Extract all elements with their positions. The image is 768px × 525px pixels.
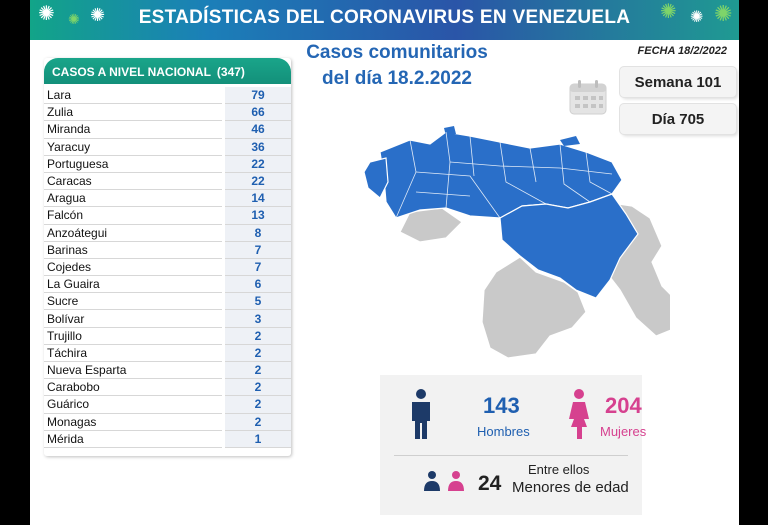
table-row: Guárico 2 (44, 396, 291, 414)
table-row: Carabobo 2 (44, 379, 291, 397)
men-label: Hombres (477, 424, 530, 439)
state-name: Aragua (44, 190, 222, 208)
case-count: 2 (225, 396, 291, 414)
table-row: Trujillo 2 (44, 327, 291, 345)
state-name: Nueva Esparta (44, 362, 222, 380)
case-count: 6 (225, 276, 291, 294)
children-icon (424, 471, 464, 491)
men-count: 143 (483, 393, 520, 418)
virus-icon: ✺ (690, 9, 704, 26)
case-count: 2 (225, 379, 291, 397)
case-count: 13 (225, 207, 291, 225)
state-name: La Guaira (44, 276, 222, 294)
women-label: Mujeres (600, 424, 647, 439)
case-count: 66 (225, 104, 291, 122)
case-count: 22 (225, 172, 291, 191)
subtitle-line2: del día 18.2.2022 (322, 68, 472, 89)
table-row: Zulia 66 (44, 104, 291, 122)
subtitle: Casos comunitarios del día 18.2.2022 (292, 40, 502, 92)
state-name: Lara (44, 87, 222, 105)
virus-icon: ✺ (714, 1, 733, 26)
table-row: Portuguesa 22 (44, 155, 291, 173)
table-row: Táchira 2 (44, 344, 291, 362)
case-count: 36 (225, 138, 291, 156)
case-count: 3 (225, 310, 291, 328)
table-row: Barinas 7 (44, 241, 291, 259)
table-total: (347) (216, 65, 245, 79)
table-row: Cojedes 7 (44, 258, 291, 277)
man-icon (412, 389, 430, 439)
state-name: Caracas (44, 173, 222, 191)
state-name: Mérida (44, 431, 222, 448)
table-row: La Guaira 6 (44, 276, 291, 294)
table-row: Monagas 2 (44, 413, 291, 431)
state-name: Zulia (44, 104, 222, 122)
case-count: 2 (225, 413, 291, 431)
state-name: Monagas (44, 414, 222, 431)
case-count: 5 (225, 293, 291, 311)
case-count: 22 (225, 155, 291, 173)
table-header: CASOS A NIVEL NACIONAL (347) (44, 58, 291, 84)
virus-icon: ✺ (68, 11, 80, 27)
state-name: Trujillo (44, 328, 222, 345)
calendar-icon (569, 80, 607, 115)
table-row: Falcón 13 (44, 207, 291, 225)
minors-label: Menores de edad (512, 479, 629, 496)
state-name: Sucre (44, 293, 222, 311)
case-count: 7 (225, 258, 291, 277)
demographics-panel: 143 Hombres 204 Mujeres Entre ellos 24 M… (380, 375, 646, 515)
woman-icon (569, 389, 589, 439)
divider (394, 455, 628, 456)
week-badge: Semana 101 (620, 67, 736, 97)
case-count: 8 (225, 224, 291, 242)
state-name: Yaracuy (44, 139, 222, 156)
case-count: 46 (225, 121, 291, 139)
day-badge: Día 705 (620, 104, 736, 134)
state-name: Portuguesa (44, 156, 222, 173)
case-count: 1 (225, 430, 291, 448)
cases-table: CASOS A NIVEL NACIONAL (347) Lara 79 Zulia… (44, 58, 291, 456)
subtitle-line1: Casos comunitarios (306, 42, 488, 63)
virus-icon: ✺ (38, 3, 55, 25)
table-heading: CASOS A NIVEL NACIONAL (52, 65, 211, 79)
table-row: Caracas 22 (44, 172, 291, 191)
table-row: Aragua 14 (44, 190, 291, 208)
header-banner: ✺ ✺ ✺ ESTADÍSTICAS DEL CORONAVIRUS EN VE… (30, 0, 739, 40)
among-label: Entre ellos (528, 462, 590, 477)
women-count: 204 (605, 393, 642, 418)
case-count: 14 (225, 190, 291, 208)
case-count: 79 (225, 87, 291, 105)
state-name: Bolívar (44, 310, 222, 328)
state-name: Táchira (44, 345, 222, 362)
case-count: 7 (225, 241, 291, 259)
table-row: Bolívar 3 (44, 310, 291, 328)
state-name: Carabobo (44, 379, 222, 397)
state-name: Miranda (44, 121, 222, 139)
state-name: Cojedes (44, 259, 222, 277)
table-row: Yaracuy 36 (44, 138, 291, 156)
venezuela-map (363, 126, 670, 359)
table-row: Miranda 46 (44, 121, 291, 139)
table-row: Mérida 1 (44, 430, 291, 448)
page-title: ESTADÍSTICAS DEL CORONAVIRUS EN VENEZUEL… (138, 7, 631, 28)
table-row: Anzoátegui 8 (44, 224, 291, 242)
state-name: Barinas (44, 242, 222, 259)
case-count: 2 (225, 344, 291, 362)
state-name: Falcón (44, 207, 222, 225)
minors-count: 24 (478, 472, 502, 495)
date-label: FECHA 18/2/2022 (637, 45, 727, 57)
infographic-card: ✺ ✺ ✺ ESTADÍSTICAS DEL CORONAVIRUS EN VE… (30, 0, 739, 525)
table-row: Sucre 5 (44, 293, 291, 311)
state-name: Guárico (44, 396, 222, 414)
state-name: Anzoátegui (44, 225, 222, 242)
table-row: Lara 79 (44, 87, 291, 105)
table-body: Lara 79 Zulia 66 Miranda 46 Yaracuy 36 Portugues… (44, 84, 291, 448)
virus-icon: ✺ (90, 5, 106, 25)
case-count: 2 (225, 327, 291, 345)
virus-icon: ✺ (660, 1, 677, 23)
case-count: 2 (225, 362, 291, 380)
table-row: Nueva Esparta 2 (44, 362, 291, 380)
